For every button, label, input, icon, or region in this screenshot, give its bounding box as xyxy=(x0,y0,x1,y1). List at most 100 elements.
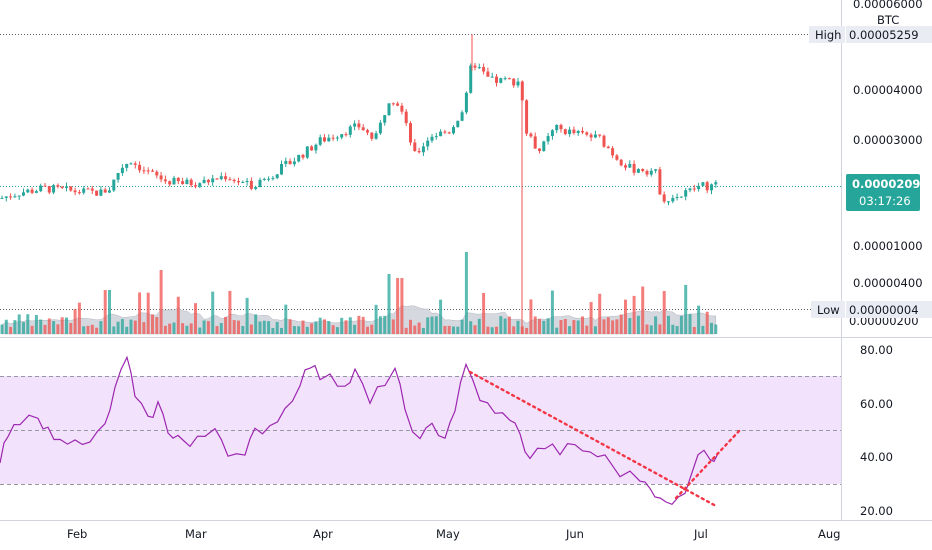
volume-bar xyxy=(215,326,219,334)
volume-bar xyxy=(146,292,150,334)
volume-bar xyxy=(391,319,395,334)
high-tag-label: High xyxy=(815,28,841,42)
volume-bar xyxy=(409,319,412,334)
volume-bar xyxy=(705,311,709,334)
volume-bar xyxy=(606,317,610,334)
volume-bar xyxy=(658,324,662,334)
volume-bar xyxy=(116,321,120,334)
candle-body xyxy=(555,124,559,131)
volume-bar xyxy=(447,325,451,334)
candle-body xyxy=(542,141,546,152)
candle-body xyxy=(13,196,17,198)
candle-body xyxy=(645,171,649,175)
price-tick-label: 0.00003000 xyxy=(853,133,923,147)
candle-body xyxy=(447,132,451,134)
candle-body xyxy=(22,192,25,196)
candle-body xyxy=(370,132,374,139)
volume-bar xyxy=(142,322,146,334)
candle-body xyxy=(146,170,150,172)
volume-bar xyxy=(13,320,17,334)
candle-body xyxy=(155,171,159,176)
volume-bar xyxy=(284,304,288,334)
candle-body xyxy=(159,175,163,180)
candle-body xyxy=(396,103,400,106)
candle-body xyxy=(275,174,279,178)
volume-bar xyxy=(323,319,326,334)
candle-body xyxy=(348,126,352,135)
candle-body xyxy=(585,132,589,135)
candle-body xyxy=(99,189,103,196)
candle-body xyxy=(30,189,34,193)
volume-bar xyxy=(348,317,352,334)
candle-body xyxy=(56,185,60,187)
candle-body xyxy=(684,190,688,197)
candle-body xyxy=(675,196,679,198)
candle-body xyxy=(456,120,460,128)
volume-bar xyxy=(301,320,305,334)
candle-body xyxy=(103,189,107,193)
candle-body xyxy=(297,154,301,162)
candle-body xyxy=(464,92,468,113)
volume-bar xyxy=(288,319,292,334)
candle-body xyxy=(576,130,580,134)
candle-body xyxy=(284,160,288,164)
candle-body xyxy=(0,197,4,199)
candle-body xyxy=(262,178,266,180)
candle-body xyxy=(606,146,610,149)
candle-body xyxy=(628,163,632,168)
candle-body xyxy=(469,65,473,93)
volume-bar xyxy=(52,321,56,334)
rsi-tick-label: 40.00 xyxy=(860,450,893,464)
volume-bar xyxy=(185,325,189,334)
candle-body xyxy=(503,78,507,80)
candle-body xyxy=(138,164,142,171)
volume-bar xyxy=(138,292,142,334)
volume-bar xyxy=(108,290,111,334)
volume-bar xyxy=(503,318,507,334)
candle-body xyxy=(142,170,146,172)
volume-bar xyxy=(374,304,378,334)
volume-bar xyxy=(671,324,675,334)
candle-body xyxy=(598,134,602,136)
candle-body xyxy=(649,170,653,175)
candle-body xyxy=(357,123,361,128)
candle-body xyxy=(460,112,464,121)
volume-bar xyxy=(555,327,559,334)
candle-body xyxy=(632,163,636,173)
volume-bar xyxy=(572,320,576,334)
volume-bar xyxy=(22,322,25,334)
candle-body xyxy=(288,160,292,165)
volume-bar xyxy=(443,325,447,334)
volume-bar xyxy=(56,324,60,334)
candle-body xyxy=(69,186,73,191)
volume-bar xyxy=(404,327,408,334)
rsi-tick-label: 60.00 xyxy=(860,397,893,411)
candle-body xyxy=(593,134,597,138)
volume-bar xyxy=(460,319,464,334)
volume-bar xyxy=(636,315,640,334)
volume-bar xyxy=(297,326,301,334)
volume-bar xyxy=(69,322,73,334)
volume-bar xyxy=(172,322,176,334)
candle-body xyxy=(667,201,670,203)
candle-body xyxy=(60,186,64,188)
candle-body xyxy=(486,71,490,77)
candle-body xyxy=(434,136,438,138)
volume-bar xyxy=(310,323,314,334)
candle-body xyxy=(671,197,675,202)
candle-body xyxy=(65,186,68,188)
candle-body xyxy=(267,178,271,180)
volume-bar xyxy=(155,317,159,334)
volume-bar xyxy=(426,317,430,334)
candle-body xyxy=(705,182,709,191)
rsi-tick-label: 20.00 xyxy=(860,504,893,518)
candle-body xyxy=(495,76,498,83)
volume-bar xyxy=(95,327,99,334)
candle-body xyxy=(688,188,692,191)
volume-bar xyxy=(99,321,103,334)
volume-bar xyxy=(645,324,649,334)
volume-bar xyxy=(120,319,124,334)
candle-body xyxy=(550,130,554,137)
candle-body xyxy=(47,186,51,193)
volume-bar xyxy=(679,315,683,334)
